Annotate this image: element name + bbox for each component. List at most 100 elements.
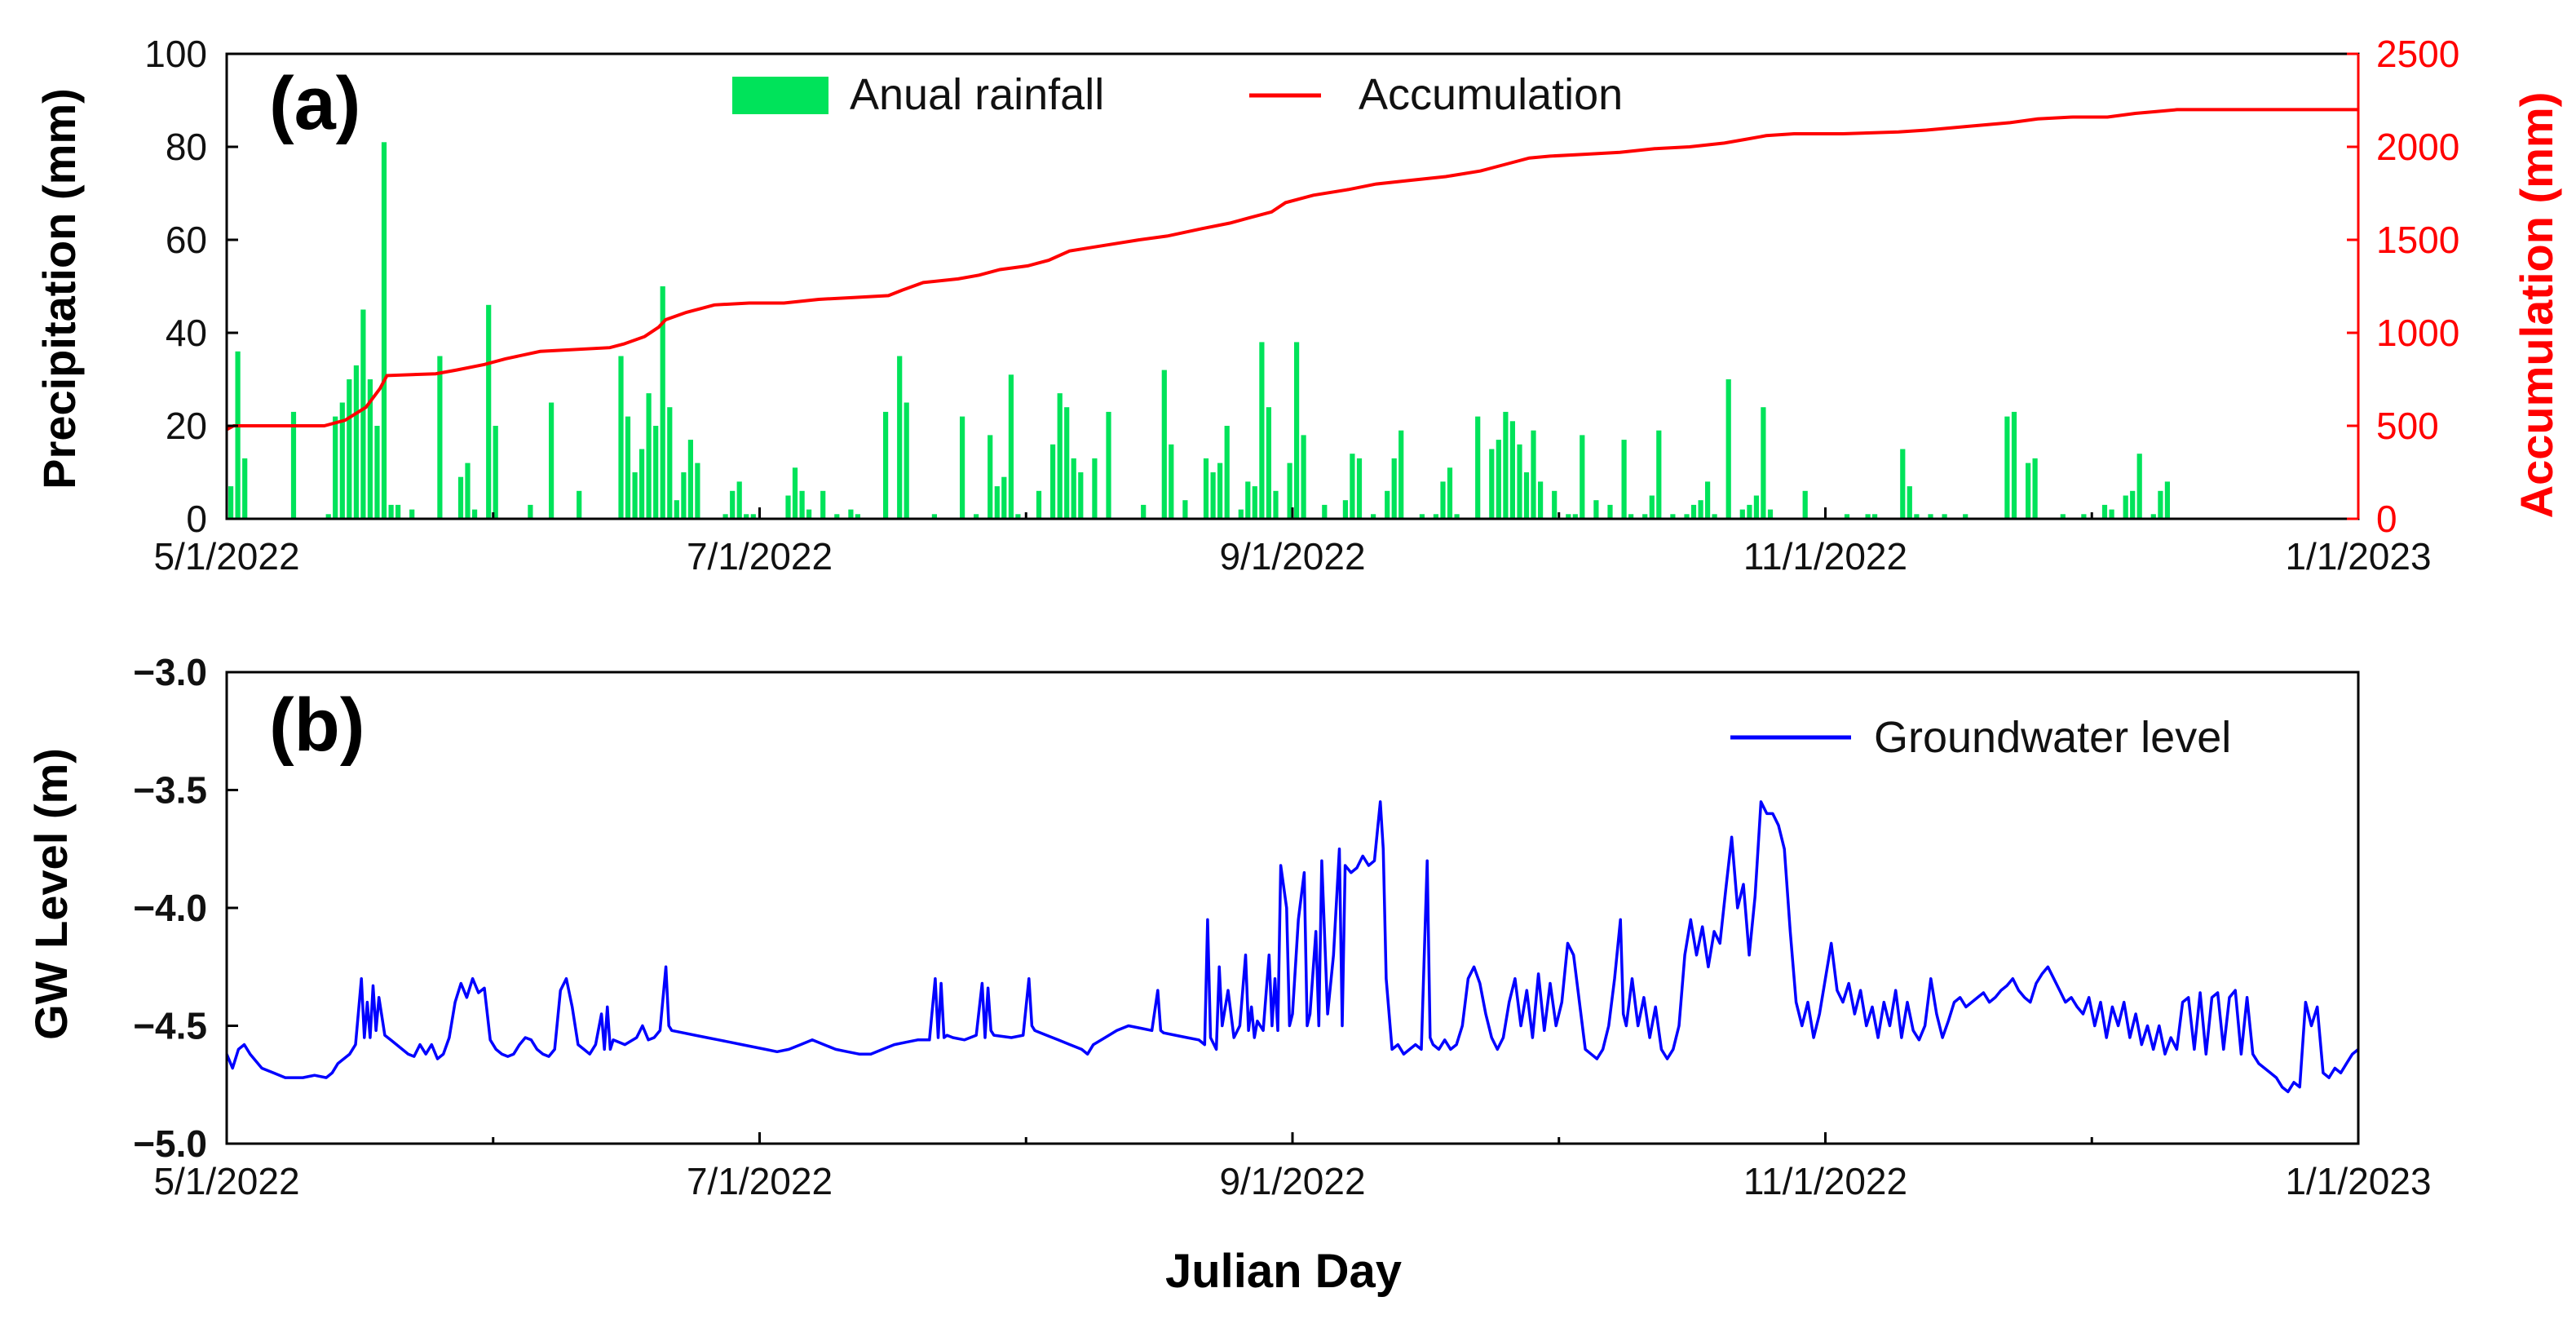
rainfall-bar bbox=[1566, 514, 1571, 519]
rainfall-bar bbox=[1217, 463, 1223, 519]
rainfall-bar bbox=[235, 351, 241, 519]
rainfall-bar bbox=[1273, 490, 1279, 519]
rainfall-bar bbox=[1398, 430, 1404, 519]
rainfall-bar bbox=[1767, 509, 1774, 519]
panel-a-y-axis-right: 0 500 1000 1500 2000 2500 bbox=[2347, 33, 2459, 540]
rainfall-bar bbox=[2130, 490, 2136, 519]
rainfall-bar bbox=[1705, 481, 1711, 519]
rainfall-bar bbox=[1391, 458, 1397, 519]
y-right-tick-label: 0 bbox=[2376, 498, 2397, 540]
rainfall-bar bbox=[1161, 370, 1167, 519]
rainfall-bar bbox=[1509, 421, 1515, 519]
rainfall-bar bbox=[2123, 495, 2128, 519]
rainfall-bar bbox=[2004, 416, 2010, 519]
rainfall-bar bbox=[1245, 481, 1251, 519]
rainfall-bar bbox=[1928, 514, 1933, 519]
rainfall-bar bbox=[333, 416, 338, 519]
rainfall-bar bbox=[1900, 449, 1906, 519]
y-tick-label: 60 bbox=[166, 219, 207, 261]
rainfall-bar bbox=[646, 393, 652, 519]
rainfall-bar bbox=[1747, 504, 1752, 519]
panel-b: 5/1/2022 7/1/2022 9/1/2022 11/1/2022 1/1/202… bbox=[25, 651, 2432, 1298]
rainfall-bar bbox=[549, 402, 555, 519]
rainfall-bar bbox=[465, 463, 471, 519]
accumulation-line bbox=[226, 108, 2358, 432]
rainfall-bar bbox=[681, 472, 687, 519]
rainfall-bar bbox=[1106, 411, 1111, 519]
panel-a-label: (a) bbox=[269, 62, 360, 145]
x-tick-label: 1/1/2023 bbox=[2285, 535, 2431, 578]
rainfall-bar bbox=[1071, 458, 1076, 519]
x-tick-label: 5/1/2022 bbox=[153, 1160, 299, 1202]
rainfall-bar bbox=[1252, 486, 1257, 519]
rainfall-bar bbox=[388, 504, 394, 519]
rainfall-bar bbox=[1872, 514, 1878, 519]
rainfall-bar bbox=[1628, 514, 1634, 519]
x-tick-label: 1/1/2023 bbox=[2285, 1160, 2431, 1202]
panel-b-legend: Groundwater level bbox=[1730, 713, 2231, 762]
rainfall-bar bbox=[1942, 514, 1947, 519]
rainfall-bar bbox=[1517, 444, 1522, 519]
rainfall-bar bbox=[353, 365, 359, 519]
rainfall-bar bbox=[325, 514, 331, 519]
rainfall-bar bbox=[785, 495, 791, 519]
rainfall-bar bbox=[486, 304, 492, 519]
rainfall-bar bbox=[2011, 411, 2017, 519]
rainfall-bar bbox=[1649, 495, 1655, 519]
rainfall-bar bbox=[1725, 379, 1731, 519]
rainfall-bar bbox=[806, 509, 812, 519]
rainfall-bar bbox=[1802, 490, 1808, 519]
rainfall-bar bbox=[1433, 514, 1438, 519]
y-tick-label: −4.0 bbox=[133, 887, 207, 929]
rainfall-bar bbox=[1287, 463, 1292, 519]
rainfall-bar bbox=[1210, 472, 1216, 519]
rainfall-bar bbox=[834, 514, 840, 519]
rainfall-bar bbox=[687, 440, 693, 519]
panel-a-y-axis-label: Precipitation (mm) bbox=[33, 88, 85, 489]
rainfall-bar bbox=[1593, 500, 1599, 519]
rainfall-bar bbox=[1259, 342, 1265, 519]
y-tick-label: −4.5 bbox=[133, 1005, 207, 1047]
x-tick-label: 5/1/2022 bbox=[153, 535, 299, 578]
rainfall-bar bbox=[1008, 374, 1014, 519]
rainfall-bar bbox=[1385, 490, 1390, 519]
y-right-tick-label: 500 bbox=[2376, 405, 2439, 447]
rainfall-bar bbox=[730, 490, 736, 519]
rainfall-bar bbox=[381, 142, 387, 520]
rainfall-bar bbox=[994, 486, 1000, 519]
rainfall-bar bbox=[1322, 504, 1328, 519]
y-tick-label: −3.0 bbox=[133, 651, 207, 693]
rainfall-bar bbox=[1169, 444, 1174, 519]
rainfall-bar bbox=[667, 407, 673, 519]
rainfall-bar bbox=[2150, 514, 2156, 519]
y-right-tick-label: 2500 bbox=[2376, 33, 2459, 75]
rainfall-bar bbox=[2060, 514, 2066, 519]
rainfall-bar bbox=[2158, 490, 2163, 519]
x-tick-label: 11/1/2022 bbox=[1743, 1160, 1907, 1202]
rainfall-bar bbox=[1078, 472, 1084, 519]
rainfall-bar bbox=[472, 509, 478, 519]
rainfall-bar bbox=[1865, 514, 1871, 519]
rainfall-bar bbox=[2109, 509, 2114, 519]
rainfall-bar bbox=[1538, 481, 1544, 519]
rainfall-bar bbox=[339, 402, 345, 519]
rainfall-bar bbox=[1621, 440, 1627, 519]
rainfall-bar bbox=[639, 449, 645, 519]
rainfall-bar bbox=[736, 481, 742, 519]
legend-groundwater-label: Groundwater level bbox=[1874, 713, 2231, 762]
rainfall-bar bbox=[1907, 486, 1912, 519]
rainfall-bar bbox=[1301, 435, 1306, 519]
y-right-tick-label: 2000 bbox=[2376, 126, 2459, 168]
groundwater-line bbox=[225, 800, 2360, 1094]
rainfall-bar bbox=[750, 514, 756, 519]
y-tick-label: −3.5 bbox=[133, 769, 207, 812]
y-tick-label: 40 bbox=[166, 312, 207, 354]
rainfall-bar bbox=[1015, 514, 1021, 519]
rainfall-bar bbox=[1642, 514, 1648, 519]
rainfall-bar bbox=[848, 509, 854, 519]
rainfall-bar bbox=[1266, 407, 1271, 519]
rainfall-bar bbox=[493, 426, 498, 519]
rainfall-bar bbox=[2032, 458, 2038, 519]
legend-rainfall-swatch bbox=[732, 77, 828, 114]
rainfall-bar bbox=[1371, 514, 1376, 519]
